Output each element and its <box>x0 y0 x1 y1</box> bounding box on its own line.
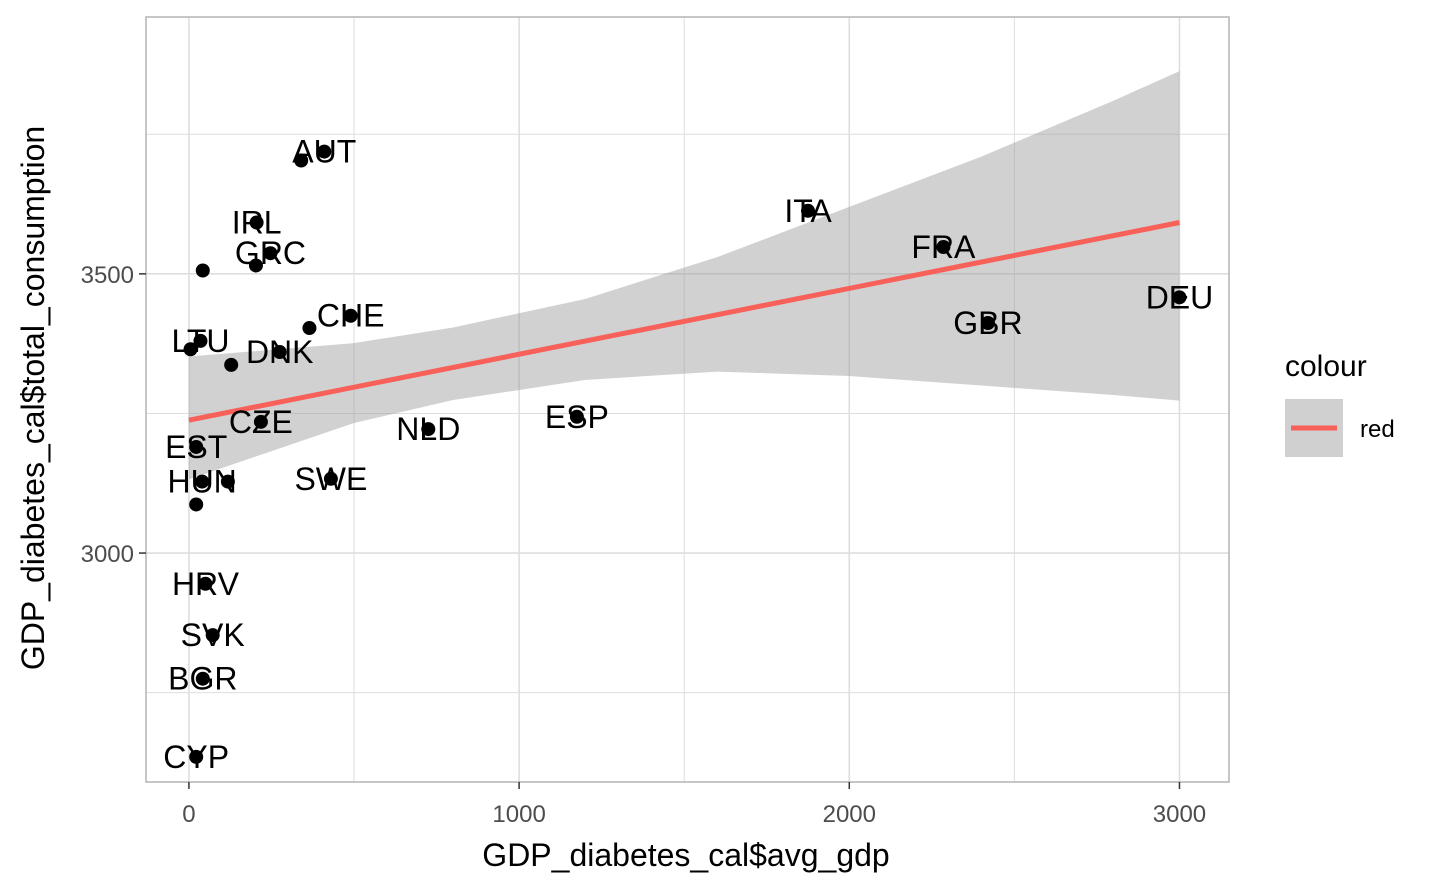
legend-item-label: red <box>1360 416 1395 443</box>
data-point <box>272 345 287 360</box>
data-point <box>343 308 358 323</box>
legend: colour red <box>1285 350 1395 457</box>
data-point <box>801 203 816 218</box>
fit-line <box>188 220 1180 423</box>
data-point <box>189 497 204 512</box>
data-point <box>224 357 239 372</box>
data-point <box>302 321 317 336</box>
y-tick-label: 3000 <box>81 541 134 568</box>
point-label: ITA <box>784 193 832 229</box>
x-tick-label: 3000 <box>1153 801 1206 828</box>
data-point <box>248 258 263 273</box>
data-point <box>421 422 436 437</box>
data-point <box>205 628 220 643</box>
axis-ticks: 0 1000 2000 3000 3000 3500 <box>81 262 1207 828</box>
point-label: LTU <box>171 323 229 359</box>
point-label: HUN <box>167 464 236 500</box>
data-point <box>1172 290 1187 305</box>
point-label: AUT <box>292 134 356 170</box>
data-point <box>189 749 204 764</box>
point-label: IRL <box>232 204 282 240</box>
data-point <box>569 409 584 424</box>
data-point <box>195 263 210 278</box>
data-point <box>253 414 268 429</box>
data-point <box>195 671 210 686</box>
point-label: DEU <box>1146 279 1214 315</box>
x-tick-label: 0 <box>182 801 195 828</box>
x-tick-label: 1000 <box>492 801 545 828</box>
point-label: ESP <box>545 399 609 435</box>
data-point <box>249 215 264 230</box>
data-point <box>198 576 213 591</box>
data-point <box>323 471 338 486</box>
point-label: GBR <box>953 305 1022 341</box>
panel-border <box>145 16 1230 783</box>
point-label: GRC <box>235 235 306 271</box>
data-points <box>183 144 1187 764</box>
y-axis-label: GDP_diabetes_cal$total_consumption <box>15 126 51 670</box>
point-label: CYP <box>163 739 229 775</box>
data-point <box>220 474 235 489</box>
data-point <box>183 342 198 357</box>
data-point <box>263 246 278 261</box>
data-point <box>317 144 332 159</box>
x-axis-label: GDP_diabetes_cal$avg_gdp <box>482 837 889 873</box>
point-label: EST <box>165 429 227 465</box>
legend-title: colour <box>1285 350 1367 383</box>
confidence-band <box>188 71 1180 480</box>
data-point <box>294 153 309 168</box>
data-point <box>193 333 208 348</box>
point-label: CZE <box>229 404 293 440</box>
point-label: FRA <box>911 229 976 265</box>
point-label: DNK <box>246 334 314 370</box>
point-label: SWE <box>294 461 367 497</box>
y-tick-label: 3500 <box>81 262 134 289</box>
regression-line <box>188 220 1180 423</box>
point-label: CHE <box>317 298 385 334</box>
confidence-band-area <box>188 71 1180 480</box>
data-point <box>980 316 995 330</box>
point-label: NLD <box>396 411 460 447</box>
point-label: HRV <box>172 566 240 602</box>
x-tick-label: 2000 <box>823 801 876 828</box>
point-label: BGR <box>168 661 237 697</box>
data-point <box>936 240 951 255</box>
grid-lines <box>146 17 1229 782</box>
data-point <box>195 474 210 489</box>
data-point <box>189 439 204 454</box>
point-label: SVK <box>181 617 245 653</box>
